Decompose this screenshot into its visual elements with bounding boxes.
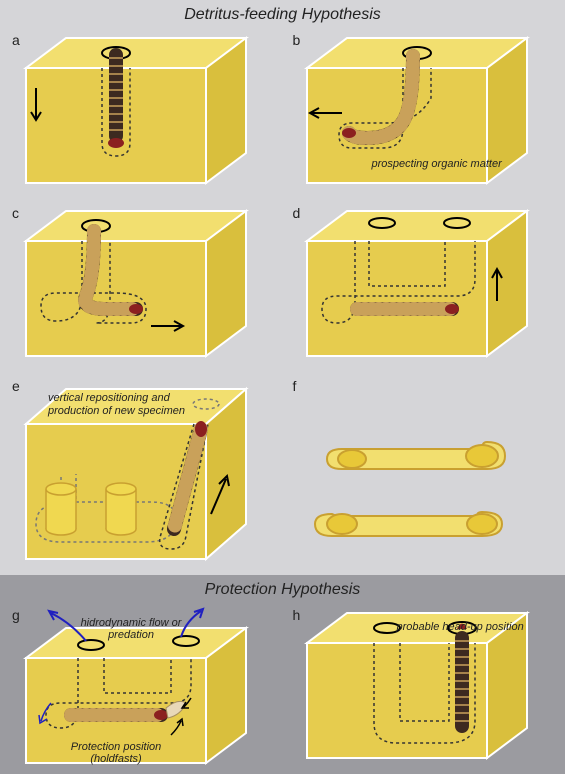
panel-label-a: a	[12, 32, 20, 48]
panel-d-svg	[287, 201, 547, 366]
panel-c: c	[6, 201, 279, 366]
panel-g: g hidrodynamic flow or predation Protect…	[6, 603, 279, 768]
panel-e: e vertical repositioning and production …	[6, 374, 279, 569]
panel-h: h probable head-up position	[287, 603, 560, 768]
panel-d: d	[287, 201, 560, 366]
panel-a-svg	[6, 28, 266, 193]
section-title-top: Detritus-feeding Hypothesis	[6, 6, 559, 24]
worm-icon	[357, 304, 459, 314]
panel-g-text1: hidrodynamic flow or predation	[76, 617, 186, 641]
detritus-section: Detritus-feeding Hypothesis a	[0, 0, 565, 575]
panel-label-f: f	[293, 378, 297, 394]
panel-label-c: c	[12, 205, 19, 221]
panel-e-text: vertical repositioning and production of…	[48, 392, 218, 418]
panel-h-text: probable head-up position	[397, 621, 524, 633]
panel-b-text: prospecting organic matter	[372, 158, 502, 170]
panel-f-svg	[287, 374, 547, 569]
panel-label-h: h	[293, 607, 301, 623]
section-title-bottom: Protection Hypothesis	[6, 581, 559, 599]
panel-label-b: b	[293, 32, 301, 48]
panel-g-text2: Protection position (holdfasts)	[56, 741, 176, 765]
panel-f: f	[287, 374, 560, 569]
worm-icon	[455, 624, 469, 734]
worm-icon	[108, 48, 124, 148]
panel-label-g: g	[12, 607, 20, 623]
panel-b: b prospecting organic matter	[287, 28, 560, 193]
protection-section: Protection Hypothesis g hidrodynamic flo…	[0, 575, 565, 774]
panel-label-e: e	[12, 378, 20, 394]
panel-a: a	[6, 28, 279, 193]
panel-label-d: d	[293, 205, 301, 221]
panel-c-svg	[6, 201, 266, 366]
